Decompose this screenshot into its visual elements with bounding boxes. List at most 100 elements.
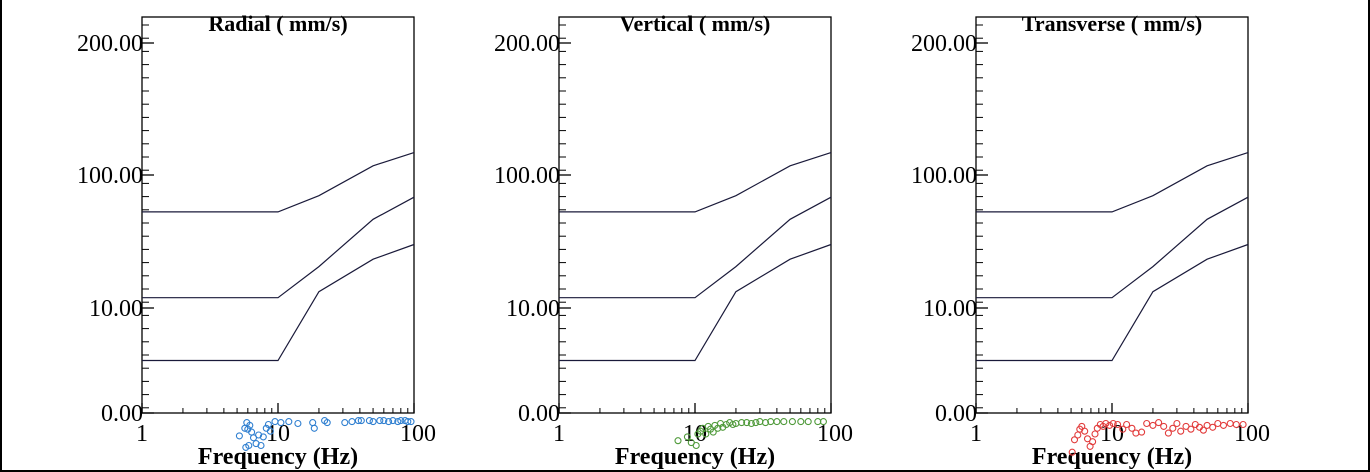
y-tick-label: 0.00 (518, 401, 560, 427)
y-tick-label: 10.00 (923, 296, 977, 322)
data-point (674, 437, 682, 445)
y-tick-label: 100.00 (911, 163, 977, 189)
x-tick-label: 100 (817, 421, 853, 447)
reference-curve-3 (559, 243, 832, 362)
data-point (285, 418, 293, 426)
data-point (397, 417, 405, 425)
data-point (404, 418, 412, 426)
data-point (394, 418, 402, 426)
data-point (1155, 419, 1163, 427)
x-tick-label: 100 (400, 421, 436, 447)
data-point (1232, 420, 1240, 429)
data-point (1119, 425, 1127, 433)
data-point (756, 418, 764, 426)
reference-curve-2 (976, 196, 1249, 299)
data-point (1138, 428, 1146, 436)
data-point (709, 428, 717, 436)
data-point (1177, 427, 1185, 435)
reference-curve-3 (142, 243, 415, 362)
data-point (773, 418, 781, 426)
data-point (1070, 436, 1079, 444)
y-tick-label: 200.00 (494, 31, 560, 57)
chart-title: Transverse ( mm/s) (1022, 11, 1202, 36)
chart-title: Radial ( mm/s) (208, 11, 347, 36)
data-point (1074, 431, 1082, 439)
data-point (1106, 421, 1114, 429)
x-tick-label: 1 (970, 421, 982, 447)
data-point (1187, 425, 1195, 433)
data-point (1132, 429, 1140, 437)
data-point (1169, 424, 1177, 432)
data-point (1089, 438, 1097, 446)
data-point (357, 417, 365, 425)
data-point (804, 418, 812, 426)
data-point (365, 417, 373, 425)
plot-frame (558, 16, 832, 414)
data-point (797, 418, 805, 426)
data-point (747, 419, 755, 428)
data-point (752, 419, 760, 427)
reference-curve-3 (976, 243, 1249, 362)
data-point (1199, 426, 1207, 434)
chart-title: Vertical ( mm/s) (620, 11, 771, 36)
y-tick-label: 100.00 (77, 163, 143, 189)
data-point (235, 432, 243, 440)
data-point (341, 419, 349, 427)
data-point (1128, 424, 1136, 432)
data-point (780, 418, 788, 426)
reference-curve-1 (976, 152, 1249, 213)
data-point (407, 418, 415, 426)
data-point (294, 419, 302, 428)
y-tick-label: 0.00 (935, 401, 977, 427)
data-point (1226, 419, 1234, 428)
data-point (1091, 430, 1099, 438)
chart-panel-3: Transverse ( mm/s) 0.00 10.00 100.00 200.00 1… (911, 11, 1270, 470)
data-point (743, 419, 751, 427)
data-point (310, 424, 318, 432)
data-point (1114, 420, 1122, 429)
data-point (1109, 419, 1117, 428)
data-point (1164, 429, 1172, 437)
y-tick-label: 200.00 (911, 31, 977, 57)
data-point (702, 430, 710, 438)
data-point (277, 419, 285, 427)
y-tick-label: 200.00 (77, 31, 143, 57)
data-point (1239, 420, 1247, 429)
x-tick-label: 1 (136, 421, 148, 447)
data-point (1083, 435, 1092, 443)
data-point (1143, 419, 1151, 428)
data-point (683, 433, 691, 441)
y-tick-label: 0.00 (101, 401, 143, 427)
y-tick-label: 10.00 (506, 296, 560, 322)
data-point (266, 427, 274, 435)
data-point (1209, 423, 1217, 431)
data-point (729, 420, 737, 429)
data-point (761, 419, 770, 427)
reference-curve-1 (559, 152, 832, 213)
reference-curve-2 (559, 196, 832, 299)
data-point (788, 418, 796, 426)
reference-curve-1 (142, 152, 415, 213)
data-point (1068, 448, 1076, 456)
data-point (722, 420, 730, 429)
data-point (385, 418, 393, 426)
x-tick-label: 1 (553, 421, 565, 447)
x-axis-title: Frequency (Hz) (1032, 444, 1192, 470)
data-point (1102, 419, 1110, 428)
data-point (257, 441, 265, 450)
reference-curve-2 (142, 196, 415, 299)
data-point (259, 433, 267, 441)
data-point (1081, 427, 1089, 435)
y-tick-label: 10.00 (89, 296, 143, 322)
data-point (1123, 420, 1131, 429)
data-point (242, 443, 250, 451)
data-point (819, 418, 827, 426)
data-point (255, 431, 263, 439)
chart-panel-2: Vertical ( mm/s) 0.00 10.00 100.00 200.00 1 10… (494, 11, 853, 470)
data-point (369, 418, 377, 426)
data-point (348, 418, 356, 426)
data-point (1149, 421, 1157, 429)
data-point (389, 417, 397, 425)
